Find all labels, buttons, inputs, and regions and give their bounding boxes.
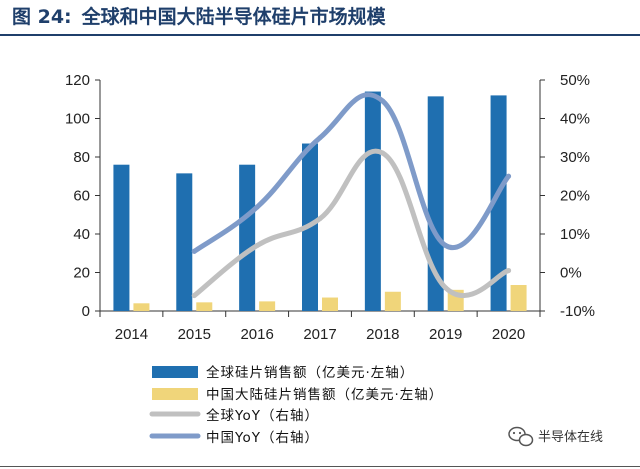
chart-bars [113, 91, 527, 312]
y-right-tick-label: 20% [560, 188, 590, 205]
x-tick-label: 2016 [240, 326, 273, 343]
y-left-tick-label: 80 [73, 149, 90, 166]
bar-global-2020 [490, 95, 507, 312]
point-global-yoy [191, 293, 197, 299]
y-right-tick-label: 30% [560, 149, 590, 166]
x-tick-label: 2014 [115, 326, 148, 343]
bar-china-2015 [196, 302, 213, 311]
point-china-yoy [317, 135, 323, 141]
legend-label-global-bar: 全球硅片销售额（亿美元·左轴） [206, 364, 414, 381]
point-global-yoy [443, 285, 449, 291]
bar-global-2014 [113, 164, 130, 311]
legend-label-global-yoy: 全球YoY（右轴） [206, 407, 319, 424]
bar-china-2014 [133, 303, 150, 311]
chart-ticks: 0 20 40 60 80 100 120 -10% 0% 10% 20% 30% 40% 50% 2014… [65, 72, 595, 343]
bar-global-2018 [364, 91, 381, 311]
bar-china-2016 [259, 301, 276, 311]
point-global-yoy [317, 216, 323, 222]
wechat-icon [508, 426, 534, 447]
bottom-rule [0, 466, 640, 467]
bar-global-2016 [239, 164, 256, 311]
point-china-yoy [191, 248, 197, 254]
bar-global-2015 [176, 173, 193, 311]
chart-legend: 全球硅片销售额（亿美元·左轴） 中国大陆硅片销售额（亿美元·左轴） 全球YoY（… [149, 364, 443, 446]
legend-label-china-yoy: 中国YoY（右轴） [206, 430, 319, 446]
chart-lines [191, 92, 512, 299]
bar-global-2019 [427, 96, 444, 311]
x-tick-label: 2020 [492, 326, 525, 343]
y-left-tick-label: 120 [65, 72, 90, 89]
y-left-tick-label: 20 [73, 265, 90, 282]
point-china-yoy [506, 173, 512, 179]
x-tick-label: 2015 [178, 326, 211, 343]
point-china-yoy [254, 204, 260, 210]
y-left-tick-label: 60 [73, 188, 90, 205]
point-global-yoy [506, 268, 512, 274]
y-right-tick-label: 50% [560, 72, 590, 89]
y-right-tick-label: 40% [560, 111, 590, 128]
figure-title: 图 24: 全球和中国大陆半导体硅片市场规模 [0, 0, 640, 36]
point-global-yoy [380, 150, 386, 156]
figure-number: 图 24: [12, 6, 72, 28]
market-size-chart: 0 20 40 60 80 100 120 -10% 0% 10% 20% 30% 40% 50% 2014… [65, 72, 603, 447]
legend-swatch-china-bar [152, 388, 198, 400]
y-right-tick-label: 10% [560, 226, 590, 243]
y-right-tick-label: -10% [560, 303, 595, 320]
figure-title-text: 全球和中国大陆半导体硅片市场规模 [81, 6, 386, 28]
bar-china-2018 [384, 291, 401, 311]
bar-china-2020 [510, 285, 527, 311]
legend-swatch-global-bar [152, 366, 198, 378]
y-left-tick-label: 100 [65, 111, 90, 128]
point-global-yoy [254, 243, 260, 249]
y-left-tick-label: 0 [82, 303, 90, 320]
chart-axes [99, 80, 541, 312]
y-left-tick-label: 40 [73, 226, 90, 243]
watermark-text: 半导体在线 [538, 430, 603, 445]
watermark: 半导体在线 [508, 426, 603, 447]
x-tick-label: 2017 [303, 326, 336, 343]
y-right-tick-label: 0% [560, 265, 582, 282]
x-tick-label: 2019 [429, 326, 462, 343]
legend-label-china-bar: 中国大陆硅片销售额（亿美元·左轴） [206, 387, 443, 403]
point-china-yoy [380, 98, 386, 104]
x-tick-label: 2018 [366, 326, 399, 343]
point-china-yoy [443, 243, 449, 249]
bar-china-2017 [322, 297, 338, 311]
